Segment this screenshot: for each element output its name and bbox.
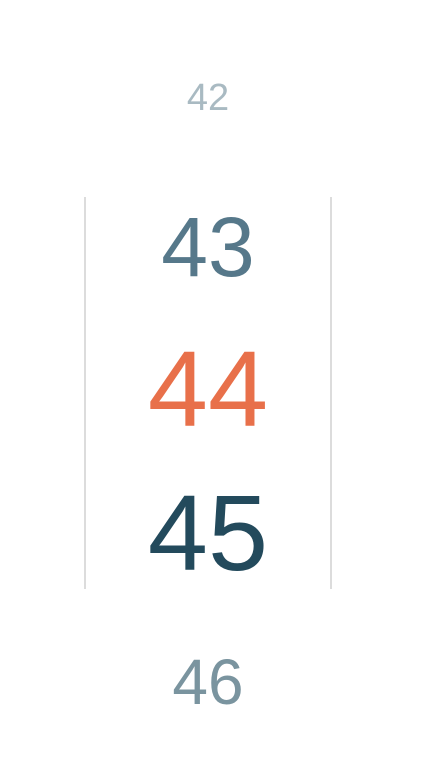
picker-option-selected-44[interactable]: 44 — [147, 328, 269, 449]
picker-option-43[interactable]: 43 — [161, 200, 255, 294]
picker-option-42[interactable]: 42 — [186, 77, 230, 119]
picker-option-46[interactable]: 46 — [172, 646, 244, 718]
right-divider — [330, 197, 332, 589]
left-divider — [84, 197, 86, 589]
picker-option-45[interactable]: 45 — [147, 472, 269, 593]
